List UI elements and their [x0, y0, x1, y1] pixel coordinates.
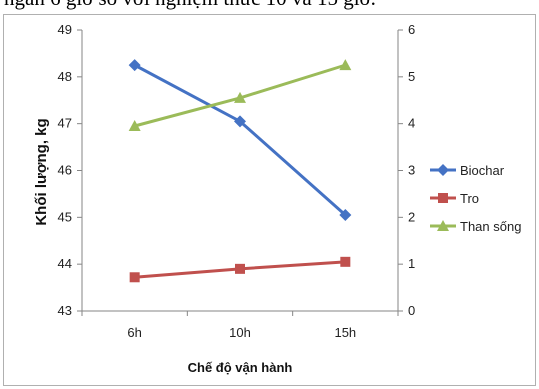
legend-label: Biochar: [460, 163, 505, 178]
y-left-tick-label: 45: [58, 209, 72, 224]
legend-marker: [438, 193, 448, 203]
series-biochar: [128, 59, 352, 221]
legend-label: Tro: [460, 191, 479, 206]
chart-legend: Biochar Tro Than sống: [430, 163, 521, 234]
data-point: [234, 91, 246, 103]
y-axis-title: Khối lượng, kg: [33, 118, 50, 225]
data-point: [339, 208, 352, 221]
y-left-tick-label: 47: [58, 116, 72, 131]
data-point: [128, 120, 141, 132]
legend-label: Than sống: [460, 219, 521, 234]
y-left-tick-label: 44: [58, 256, 72, 271]
data-point: [340, 256, 351, 267]
y-left-tick-label: 43: [58, 303, 72, 318]
x-axis-title: Chế độ vận hành: [188, 360, 293, 375]
x-tick-label: 10h: [229, 325, 251, 340]
caption-text: ngắn 6 giờ so với nghiệm thức 10 và 15 g…: [0, 0, 539, 16]
series-than-sống: [128, 59, 352, 132]
data-point: [129, 272, 140, 283]
y-right-tick-label: 1: [408, 256, 415, 271]
y-right-tick-label: 4: [408, 116, 415, 131]
y-right-tick-label: 0: [408, 303, 415, 318]
series-line: [133, 63, 347, 217]
y-right-tick-label: 6: [408, 22, 415, 37]
legend-marker: [437, 220, 449, 231]
data-point: [234, 115, 246, 128]
x-tick-label: 15h: [334, 325, 356, 340]
y-right-tick-label: 5: [408, 69, 415, 84]
x-tick-label: 6h: [127, 325, 141, 340]
y-left-tick-label: 49: [58, 22, 72, 37]
y-right-tick-label: 3: [408, 163, 415, 178]
series-tro: [129, 256, 351, 283]
y-left-tick-label: 48: [58, 69, 72, 84]
data-point: [235, 263, 245, 274]
y-left-tick-label: 46: [58, 163, 72, 178]
data-point: [128, 59, 141, 72]
series-layer: [128, 59, 352, 283]
legend-marker: [437, 164, 449, 176]
data-point: [339, 59, 352, 71]
y-right-tick-label: 2: [408, 209, 415, 224]
